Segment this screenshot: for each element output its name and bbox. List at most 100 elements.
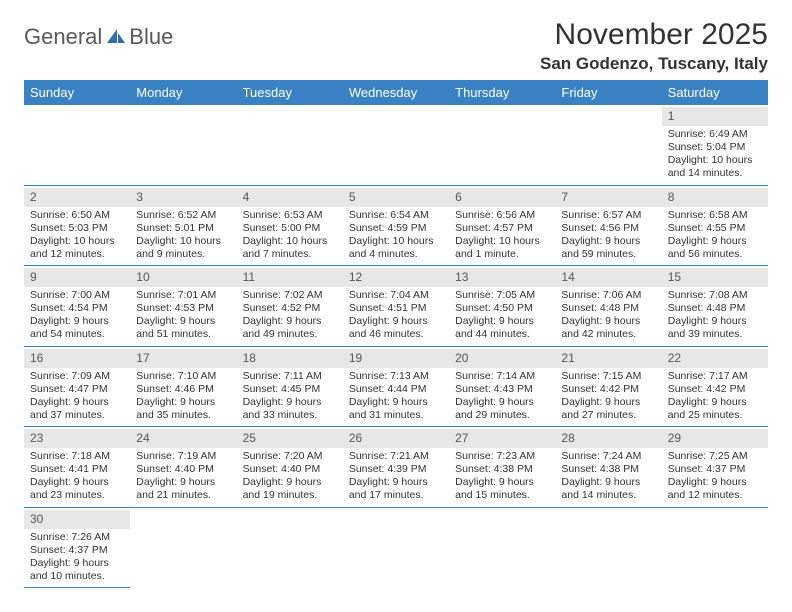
- calendar-cell: 15Sunrise: 7:08 AMSunset: 4:48 PMDayligh…: [662, 266, 768, 347]
- daylight-line: Daylight: 9 hours and 17 minutes.: [349, 476, 443, 502]
- sunrise-line: Sunrise: 6:58 AM: [668, 209, 762, 222]
- day-number: 8: [662, 188, 768, 207]
- sunset-line: Sunset: 4:38 PM: [455, 463, 549, 476]
- calendar-week-row: 23Sunrise: 7:18 AMSunset: 4:41 PMDayligh…: [24, 427, 768, 508]
- logo-word-2: Blue: [129, 24, 173, 50]
- calendar-week-row: 9Sunrise: 7:00 AMSunset: 4:54 PMDaylight…: [24, 266, 768, 347]
- calendar-cell: [237, 507, 343, 588]
- weekday-header: Thursday: [449, 80, 555, 105]
- title-block: November 2025 San Godenzo, Tuscany, Ital…: [540, 18, 768, 74]
- calendar-cell: 12Sunrise: 7:04 AMSunset: 4:51 PMDayligh…: [343, 266, 449, 347]
- sunset-line: Sunset: 4:44 PM: [349, 383, 443, 396]
- sunset-line: Sunset: 4:59 PM: [349, 222, 443, 235]
- calendar-body: 1Sunrise: 6:49 AMSunset: 5:04 PMDaylight…: [24, 105, 768, 588]
- calendar-cell: 10Sunrise: 7:01 AMSunset: 4:53 PMDayligh…: [130, 266, 236, 347]
- calendar-cell: [343, 105, 449, 185]
- calendar-cell: [130, 507, 236, 588]
- day-number: 6: [449, 188, 555, 207]
- day-number: 24: [130, 429, 236, 448]
- daylight-line: Daylight: 9 hours and 44 minutes.: [455, 315, 549, 341]
- sunrise-line: Sunrise: 7:01 AM: [136, 289, 230, 302]
- weekday-header: Tuesday: [237, 80, 343, 105]
- daylight-line: Daylight: 9 hours and 54 minutes.: [30, 315, 124, 341]
- sunrise-line: Sunrise: 7:17 AM: [668, 370, 762, 383]
- calendar-cell: 17Sunrise: 7:10 AMSunset: 4:46 PMDayligh…: [130, 346, 236, 427]
- weekday-header: Monday: [130, 80, 236, 105]
- weekday-header: Wednesday: [343, 80, 449, 105]
- day-number: 15: [662, 268, 768, 287]
- daylight-line: Daylight: 9 hours and 10 minutes.: [30, 557, 124, 583]
- day-number: 17: [130, 349, 236, 368]
- sunrise-line: Sunrise: 7:15 AM: [561, 370, 655, 383]
- sunrise-line: Sunrise: 7:23 AM: [455, 450, 549, 463]
- daylight-line: Daylight: 9 hours and 19 minutes.: [243, 476, 337, 502]
- calendar-cell: 30Sunrise: 7:26 AMSunset: 4:37 PMDayligh…: [24, 507, 130, 588]
- calendar-cell: 14Sunrise: 7:06 AMSunset: 4:48 PMDayligh…: [555, 266, 661, 347]
- daylight-line: Daylight: 9 hours and 25 minutes.: [668, 396, 762, 422]
- sunset-line: Sunset: 4:47 PM: [30, 383, 124, 396]
- calendar-week-row: 1 Sunrise: 6:49 AMSunset: 5:04 PMDaylight…: [24, 105, 768, 185]
- weekday-header: Friday: [555, 80, 661, 105]
- day-number: 1: [662, 107, 768, 126]
- calendar-cell: [449, 105, 555, 185]
- daylight-line: Daylight: 9 hours and 46 minutes.: [349, 315, 443, 341]
- calendar-table: SundayMondayTuesdayWednesdayThursdayFrid…: [24, 80, 768, 588]
- sunrise-line: Sunrise: 7:24 AM: [561, 450, 655, 463]
- calendar-cell: 24Sunrise: 7:19 AMSunset: 4:40 PMDayligh…: [130, 427, 236, 508]
- sunrise-line: Sunrise: 7:14 AM: [455, 370, 549, 383]
- sunrise-line: Sunrise: 6:56 AM: [455, 209, 549, 222]
- day-number: 20: [449, 349, 555, 368]
- day-number: 30: [24, 510, 130, 529]
- day-number: 7: [555, 188, 661, 207]
- calendar-cell: 26Sunrise: 7:21 AMSunset: 4:39 PMDayligh…: [343, 427, 449, 508]
- sunset-line: Sunset: 4:43 PM: [455, 383, 549, 396]
- logo-sail-icon: [105, 25, 127, 51]
- sunset-line: Sunset: 5:04 PM: [668, 141, 762, 154]
- calendar-cell: [662, 507, 768, 588]
- header-row: General Blue November 2025 San Godenzo, …: [24, 18, 768, 74]
- sunset-line: Sunset: 4:54 PM: [30, 302, 124, 315]
- sunset-line: Sunset: 4:46 PM: [136, 383, 230, 396]
- day-number: 28: [555, 429, 661, 448]
- location-subtitle: San Godenzo, Tuscany, Italy: [540, 54, 768, 74]
- calendar-cell: 19Sunrise: 7:13 AMSunset: 4:44 PMDayligh…: [343, 346, 449, 427]
- day-number: 18: [237, 349, 343, 368]
- calendar-cell: 18Sunrise: 7:11 AMSunset: 4:45 PMDayligh…: [237, 346, 343, 427]
- calendar-cell: [237, 105, 343, 185]
- daylight-line: Daylight: 10 hours and 14 minutes.: [668, 154, 762, 180]
- sunset-line: Sunset: 5:03 PM: [30, 222, 124, 235]
- day-number: 25: [237, 429, 343, 448]
- daylight-line: Daylight: 9 hours and 29 minutes.: [455, 396, 549, 422]
- calendar-week-row: 16Sunrise: 7:09 AMSunset: 4:47 PMDayligh…: [24, 346, 768, 427]
- daylight-line: Daylight: 9 hours and 56 minutes.: [668, 235, 762, 261]
- sunset-line: Sunset: 4:42 PM: [668, 383, 762, 396]
- sunset-line: Sunset: 4:56 PM: [561, 222, 655, 235]
- daylight-line: Daylight: 9 hours and 33 minutes.: [243, 396, 337, 422]
- sunrise-line: Sunrise: 7:05 AM: [455, 289, 549, 302]
- sunset-line: Sunset: 4:37 PM: [668, 463, 762, 476]
- daylight-line: Daylight: 9 hours and 21 minutes.: [136, 476, 230, 502]
- sunset-line: Sunset: 4:51 PM: [349, 302, 443, 315]
- calendar-cell: 20 Sunrise: 7:14 AMSunset: 4:43 PMDayligh…: [449, 346, 555, 427]
- calendar-cell: [130, 105, 236, 185]
- sunset-line: Sunset: 5:01 PM: [136, 222, 230, 235]
- calendar-cell: 29Sunrise: 7:25 AMSunset: 4:37 PMDayligh…: [662, 427, 768, 508]
- daylight-line: Daylight: 9 hours and 51 minutes.: [136, 315, 230, 341]
- calendar-cell: [555, 105, 661, 185]
- sunrise-line: Sunrise: 7:25 AM: [668, 450, 762, 463]
- sunrise-line: Sunrise: 6:52 AM: [136, 209, 230, 222]
- day-number: 27: [449, 429, 555, 448]
- sunrise-line: Sunrise: 6:49 AM: [668, 128, 762, 141]
- daylight-line: Daylight: 9 hours and 59 minutes.: [561, 235, 655, 261]
- calendar-cell: 7Sunrise: 6:57 AMSunset: 4:56 PMDaylight…: [555, 185, 661, 266]
- daylight-line: Daylight: 9 hours and 49 minutes.: [243, 315, 337, 341]
- sunset-line: Sunset: 4:41 PM: [30, 463, 124, 476]
- daylight-line: Daylight: 9 hours and 42 minutes.: [561, 315, 655, 341]
- sunset-line: Sunset: 4:39 PM: [349, 463, 443, 476]
- calendar-cell: 8Sunrise: 6:58 AMSunset: 4:55 PMDaylight…: [662, 185, 768, 266]
- day-number: 21: [555, 349, 661, 368]
- sunset-line: Sunset: 4:52 PM: [243, 302, 337, 315]
- calendar-cell: 4Sunrise: 6:53 AMSunset: 5:00 PMDaylight…: [237, 185, 343, 266]
- sunrise-line: Sunrise: 6:54 AM: [349, 209, 443, 222]
- sunrise-line: Sunrise: 7:11 AM: [243, 370, 337, 383]
